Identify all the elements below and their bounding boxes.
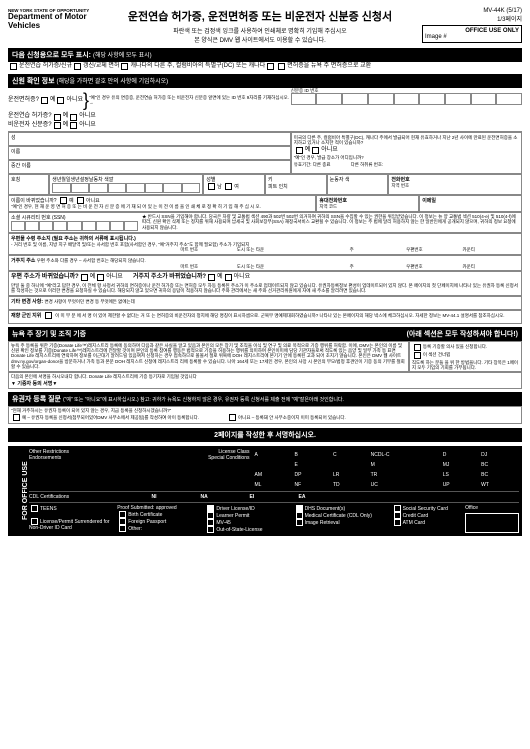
checkbox[interactable]	[414, 352, 421, 359]
sex-field[interactable]: 성별 남 여	[203, 174, 265, 195]
checkbox[interactable]	[296, 147, 303, 154]
checkbox[interactable]	[414, 344, 421, 351]
dob-field[interactable]: 생년월일생년설정날동차 색깔	[49, 174, 203, 195]
office-use-box: OFFICE USE ONLY Image #	[422, 25, 522, 43]
instruction-1: 파란색 또는 검정색 잉크를 사용하여 인쇄체로 명확히 기입해 주십시오	[98, 26, 422, 35]
mail-address[interactable]: 우편물 수령 주소지 (필요 주소는 귀하의 서류에 표시됩니다.) - 거리 …	[8, 233, 522, 255]
checkbox[interactable]	[70, 114, 77, 121]
dept-name: Department of Motor Vehicles	[8, 13, 98, 31]
checkbox[interactable]	[54, 122, 61, 129]
office-use-section: FOR OFFICE USE Other Restrictions Endors…	[8, 446, 522, 536]
form-title: 운전연습 허가증, 운전면허증 또는 비운전자 신분증 신청서	[98, 8, 422, 24]
checkbox[interactable]	[278, 63, 285, 70]
checkbox[interactable]	[225, 274, 232, 281]
checkbox[interactable]	[229, 414, 236, 421]
mobile-field[interactable]: 휴대전화번호지역 코드	[316, 195, 419, 212]
page2-bar: 2페이지를 작성한 후 서명하십시오.	[8, 428, 522, 442]
title-area: 운전연습 허가증, 운전면허증 또는 비운전자 신분증 신청서 파란색 또는 검…	[98, 8, 422, 44]
section2-bar: 신원 확인 정보 (해당을 가하면 괄호 안의 사항에 기입하시오)	[8, 74, 522, 88]
checkbox[interactable]	[267, 63, 274, 70]
form-header: NEW YORK STATE OF OPPORTUNITY Department…	[8, 8, 522, 44]
checkbox[interactable]	[41, 97, 48, 104]
section1-bar: 다음 신청용으로 모두 표시: (해당 사항에 모두 표시)	[8, 48, 522, 62]
top-right: MV-44K (5/17) 1/3페이지 OFFICE USE ONLY Ima…	[422, 8, 522, 43]
last-name-field[interactable]: 성	[8, 132, 291, 146]
checkbox[interactable]	[10, 63, 17, 70]
email-field[interactable]: 이메일	[419, 195, 522, 212]
voter-bar: 유권자 등록 질문 ("예" 또는 "아니요"에 표시하십시오.) 참고: 귀하…	[8, 392, 522, 406]
logo-area: NEW YORK STATE OF OPPORTUNITY Department…	[8, 8, 98, 31]
middle-name-field[interactable]: 중간 이름	[8, 160, 291, 174]
phone-field[interactable]: 전화번호지역 번호	[388, 174, 522, 195]
checkbox[interactable]	[60, 197, 67, 204]
checkbox[interactable]	[70, 122, 77, 129]
checkbox[interactable]	[208, 274, 215, 281]
checkbox[interactable]	[77, 197, 84, 204]
checkbox[interactable]	[97, 274, 104, 281]
instruction-2: 본 양식은 DMV 웹 사이트에서도 이용할 수 있습니다.	[98, 35, 422, 44]
first-name-field[interactable]: 이름	[8, 146, 291, 160]
checkbox[interactable]	[57, 97, 64, 104]
checkbox[interactable]	[121, 63, 128, 70]
checkbox[interactable]	[81, 274, 88, 281]
checkbox[interactable]	[312, 147, 319, 154]
checkbox[interactable]	[13, 414, 20, 421]
checkbox[interactable]	[54, 114, 61, 121]
donor-bar: 뉴욕 주 장기 및 조직 기증 (아래 섹션은 모두 작성하셔야 합니다!)	[8, 327, 522, 341]
eye-field[interactable]: 눈동자 색	[327, 174, 389, 195]
checkbox[interactable]	[74, 63, 81, 70]
image-number-label: Image #	[425, 34, 519, 40]
apply-row: 운전연습 허가증/신규 갱신/교체 면허 캐나다의 다른 주, 컬럼비아의 특별…	[8, 63, 522, 71]
suffix-field[interactable]: 호칭	[8, 174, 49, 195]
checkbox[interactable]	[45, 312, 52, 319]
residence-address[interactable]: 거주지 주소 우편 주소와 다를 경우 – 사서함 번호는 해당되지 않습니다.…	[8, 255, 522, 271]
page-number: 1/3페이지	[422, 14, 522, 23]
height-field[interactable]: 키 피트 인치	[265, 174, 327, 195]
